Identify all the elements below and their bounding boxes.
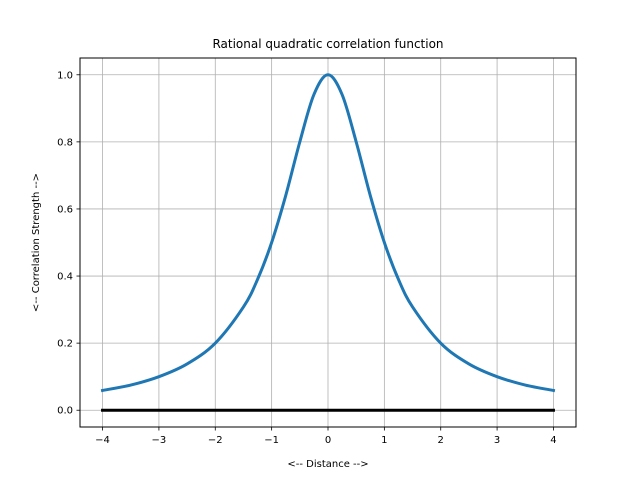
- y-tick-label: 0.0: [57, 406, 73, 417]
- y-tick-label: 1.0: [57, 70, 73, 81]
- x-tick-label: −3: [152, 435, 167, 446]
- x-tick-label: −2: [208, 435, 223, 446]
- correlation-curve: [100, 73, 556, 393]
- x-tick-label: 4: [550, 435, 556, 446]
- x-axis-label: <-- Distance -->: [287, 459, 368, 470]
- tick-layer: −4 −3 −2 −1 0 1 2 3 4 0.0 0.2 0.4 0.6 0.8 1.0: [57, 70, 557, 446]
- chart-title: Rational quadratic correlation function: [212, 37, 443, 51]
- x-tick-label: −1: [264, 435, 279, 446]
- series-layer: [100, 73, 556, 412]
- y-tick-label: 0.6: [57, 204, 73, 215]
- y-tick-label: 0.8: [57, 137, 73, 148]
- x-tick-label: −4: [95, 435, 110, 446]
- x-tick-label: 2: [438, 435, 444, 446]
- x-tick-label: 0: [325, 435, 331, 446]
- x-tick-label: 3: [494, 435, 500, 446]
- grid-layer: [80, 58, 576, 427]
- y-axis-label: <-- Correlation Strength -->: [31, 173, 42, 312]
- y-tick-label: 0.2: [57, 339, 73, 350]
- x-tick-label: 1: [381, 435, 387, 446]
- y-tick-label: 0.4: [57, 272, 73, 283]
